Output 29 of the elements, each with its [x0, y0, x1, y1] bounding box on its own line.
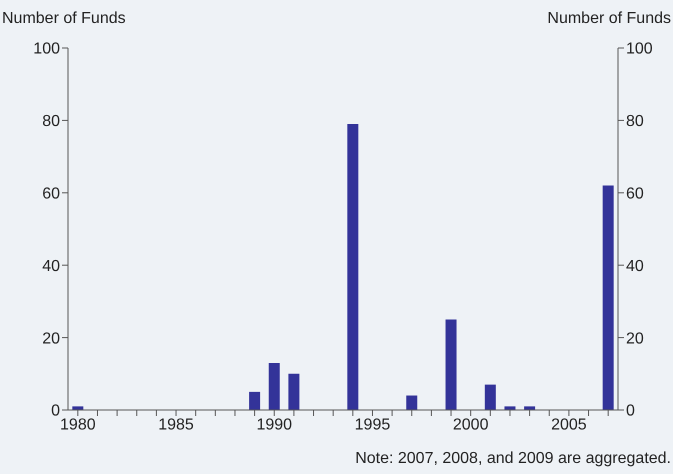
x-tick-label: 1990	[256, 416, 292, 434]
bar	[484, 384, 496, 410]
bar	[347, 124, 358, 410]
y-tick-label: 20	[42, 330, 60, 348]
bar	[406, 396, 418, 410]
x-tick-label: 1980	[60, 416, 96, 434]
x-tick-label: 1985	[158, 416, 194, 434]
x-tick-label: 2000	[452, 416, 489, 434]
y-tick-label: 0	[51, 402, 60, 420]
y2-axis-title: Number of Funds	[547, 10, 671, 28]
y2-tick-label: 100	[626, 40, 653, 58]
bar	[288, 374, 300, 410]
bar	[602, 186, 614, 410]
y2-tick-label: 40	[626, 258, 644, 275]
y-tick-label: 40	[42, 258, 60, 275]
x-tick-label: 2005	[551, 416, 587, 434]
y2-tick-label: 60	[626, 185, 644, 202]
bar	[268, 362, 280, 410]
bar	[446, 320, 457, 410]
y-tick-label: 100	[33, 40, 60, 58]
text: Note: 2007, 2008, and 2009 are aggregated.	[355, 450, 671, 468]
y2-tick-label: 0	[626, 402, 635, 420]
y2-tick-label: 80	[626, 113, 644, 130]
y2-tick-label: 20	[626, 330, 644, 348]
y-tick-label: 80	[42, 113, 60, 130]
y-tick-label: 60	[42, 185, 60, 202]
x-tick-label: 1995	[354, 416, 390, 434]
bar	[249, 392, 260, 410]
y-axis-title: Number of Funds	[2, 10, 126, 28]
